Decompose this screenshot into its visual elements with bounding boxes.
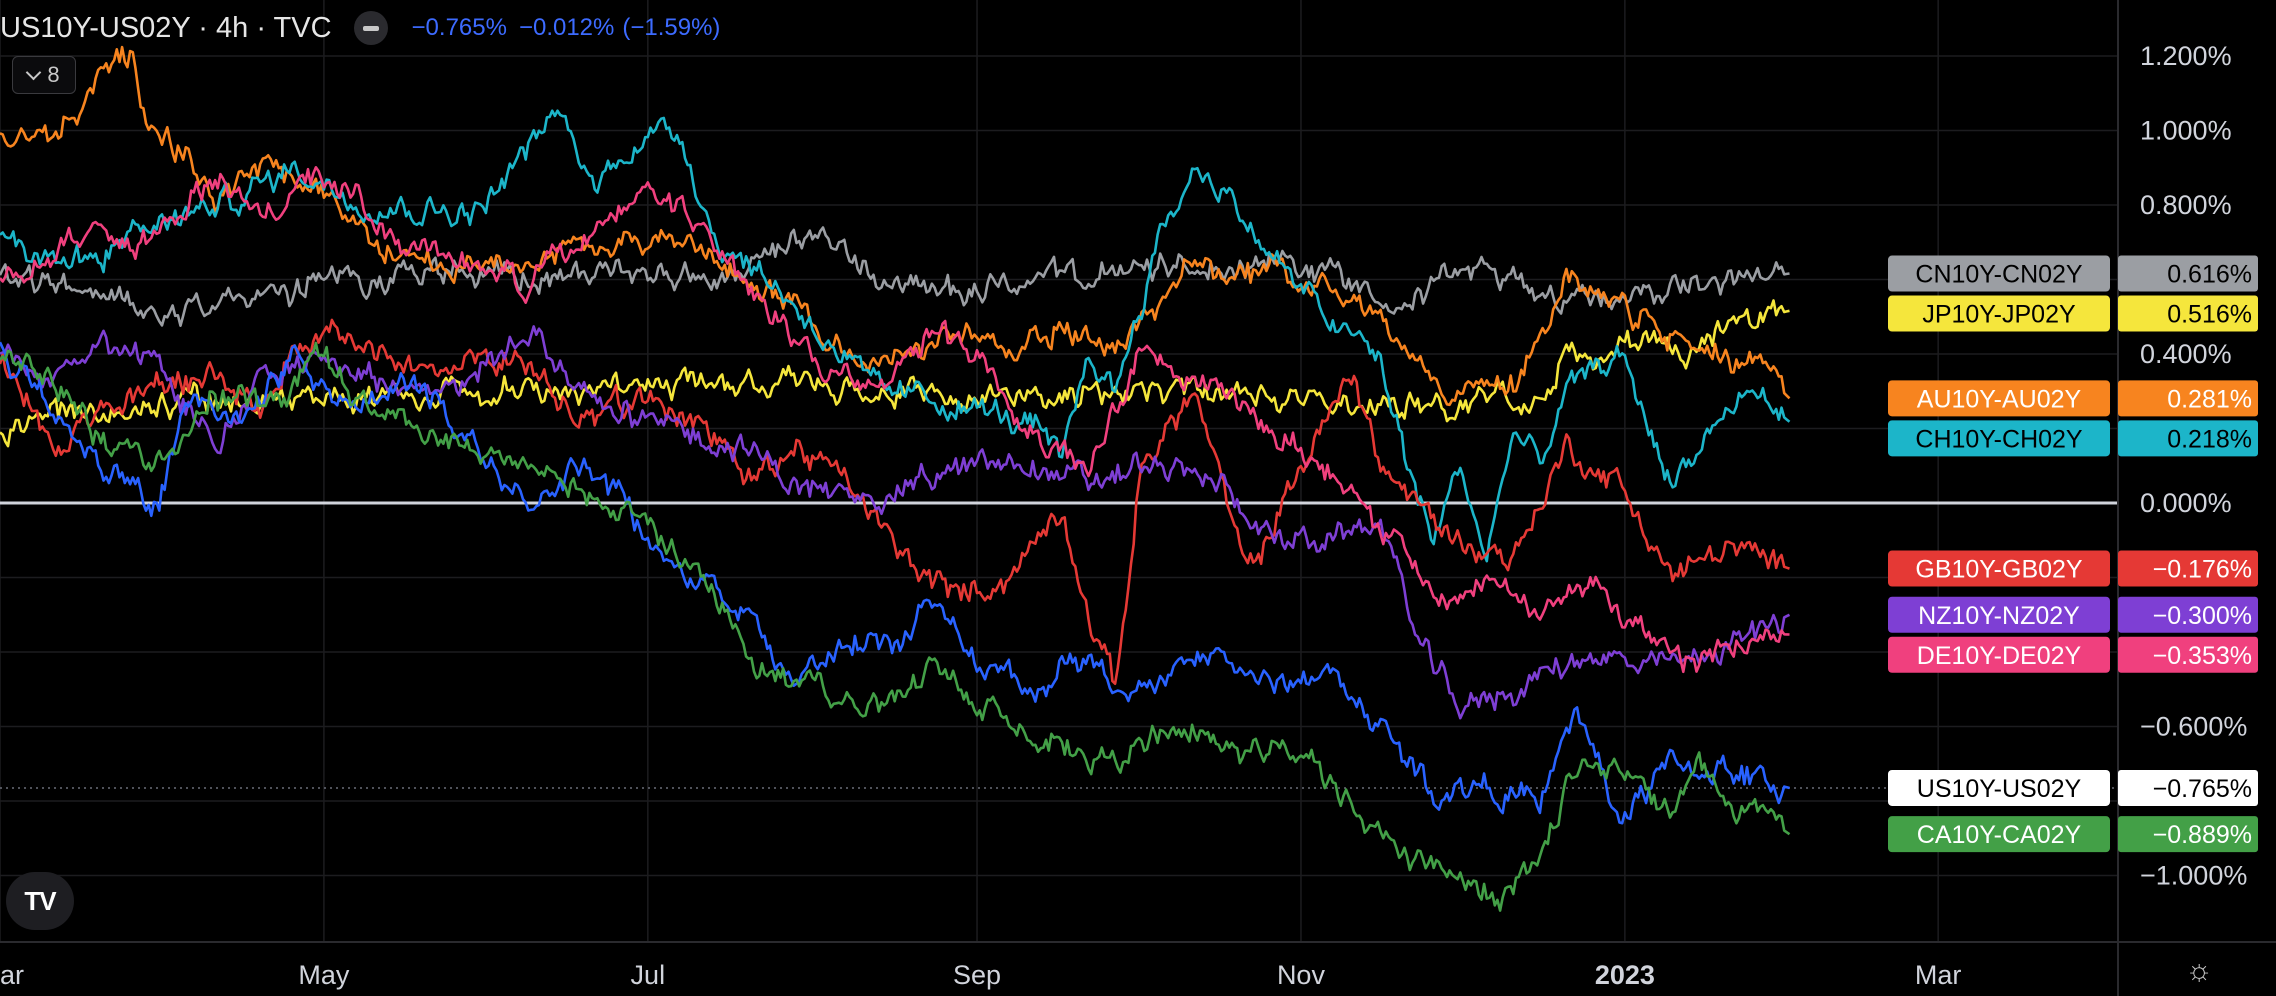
series-value-label: −0.176%: [2153, 556, 2252, 584]
series-name-tag: [1888, 769, 2110, 806]
x-tick-label: Nov: [1277, 960, 1326, 990]
series-name-label: JP10Y-JP02Y: [1922, 301, 2076, 329]
y-tick-label: −0.600%: [2140, 712, 2247, 742]
series-line-ch10y-ch02y: [0, 109, 1791, 563]
time-axis[interactable]: ar May Jul Sep Nov 2023 Mar: [0, 960, 1961, 990]
collapse-indicators-button[interactable]: 8: [12, 56, 76, 94]
symbol-title[interactable]: US10Y-US02Y · 4h · TVC: [0, 11, 332, 44]
y-tick-label: −1.000%: [2140, 861, 2247, 891]
series-name-label: CA10Y-CA02Y: [1917, 821, 2082, 849]
x-tick-label: Jul: [631, 960, 666, 990]
series-name-label: NZ10Y-NZ02Y: [1918, 602, 2080, 630]
series-name-label: DE10Y-DE02Y: [1917, 642, 2082, 670]
settings-gear-icon[interactable]: ☼: [2185, 954, 2213, 987]
x-tick-label: May: [298, 960, 350, 990]
x-tick-label: Sep: [953, 960, 1001, 990]
series-value-label: 0.516%: [2167, 301, 2252, 329]
series-name-tag: [1888, 380, 2110, 417]
series-value-label: 0.616%: [2167, 261, 2252, 289]
x-tick-label: ar: [0, 960, 24, 990]
y-tick-label: 0.800%: [2140, 190, 2232, 220]
series-name-tag: [1888, 255, 2110, 292]
series-value-label: 0.281%: [2167, 385, 2252, 413]
series-value-label: 0.218%: [2167, 425, 2252, 453]
series-name-tag: [1888, 636, 2110, 673]
y-tick-label: 0.000%: [2140, 488, 2232, 518]
chevron-down-icon: [26, 64, 42, 80]
series-name-label: GB10Y-GB02Y: [1915, 556, 2083, 584]
series-line-de10y-de02y: [0, 166, 1790, 674]
y-tick-label: 0.400%: [2140, 339, 2232, 369]
header-last-value: −0.765%: [411, 14, 507, 41]
series-value-tag: [2118, 816, 2258, 853]
series-value-tag: [2118, 295, 2258, 332]
series-line-nz10y-nz02y: [0, 325, 1791, 720]
series-group: [0, 45, 1791, 912]
series-value-label: −0.300%: [2153, 602, 2252, 630]
series-name-label: CH10Y-CH02Y: [1915, 425, 2083, 453]
series-name-tag: [1888, 596, 2110, 633]
series-value-tag: [2118, 255, 2258, 292]
series-value-tag: [2118, 380, 2258, 417]
series-name-label: CN10Y-CN02Y: [1915, 261, 2083, 289]
series-value-tag: [2118, 596, 2258, 633]
series-value-tag: [2118, 636, 2258, 673]
logo-text: TV: [24, 885, 56, 916]
series-name-tag: [1888, 295, 2110, 332]
series-value-label: −0.765%: [2153, 775, 2252, 803]
indicator-count: 8: [47, 62, 60, 87]
series-labels: CN10Y-CN02Y 0.616% JP10Y-JP02Y 0.516% AU10Y-…: [1888, 255, 2258, 853]
series-line-us10y-us02y: [0, 341, 1790, 825]
series-value-tag: [2118, 550, 2258, 587]
series-name-tag: [1888, 550, 2110, 587]
series-value-tag: [2118, 420, 2258, 457]
series-name-tag: [1888, 420, 2110, 457]
series-value-label: −0.353%: [2153, 642, 2252, 670]
series-line-au10y-au02y: [0, 45, 1791, 407]
hide-indicator-button[interactable]: [353, 11, 388, 45]
x-tick-label: 2023: [1595, 960, 1655, 990]
header-change-pct: (−1.59%): [622, 14, 721, 41]
y-tick-label: 1.000%: [2140, 116, 2232, 146]
gridlines: [0, 0, 2118, 942]
x-tick-label: Mar: [1915, 960, 1962, 990]
series-line-jp10y-jp02y: [0, 299, 1790, 448]
minus-icon: [362, 25, 379, 31]
series-name-tag: [1888, 816, 2110, 853]
series-value-label: −0.889%: [2153, 821, 2252, 849]
chart-header: US10Y-US02Y · 4h · TVC −0.765% −0.012% (…: [0, 8, 720, 48]
series-value-tag: [2118, 769, 2258, 806]
series-line-ca10y-ca02y: [0, 341, 1791, 912]
series-name-label: AU10Y-AU02Y: [1917, 385, 2082, 413]
series-line-cn10y-cn02y: [0, 226, 1790, 327]
tradingview-logo[interactable]: TV: [6, 872, 74, 930]
header-change: −0.012%: [518, 14, 615, 41]
y-tick-label: 1.200%: [2140, 41, 2232, 71]
series-name-label: US10Y-US02Y: [1917, 775, 2082, 803]
